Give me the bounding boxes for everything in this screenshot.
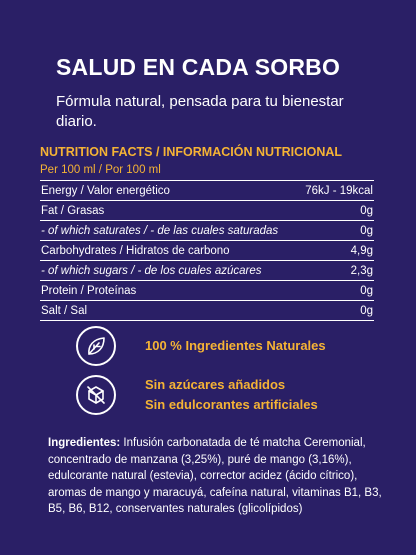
nutrient-value: 0g	[298, 300, 374, 321]
table-row: Carbohydrates / Hidratos de carbono 4,9g	[40, 240, 374, 261]
nutrition-per-serving: Per 100 ml / Por 100 ml	[40, 164, 161, 176]
nutrient-value: 0g	[298, 280, 374, 301]
nutrient-name: - of which saturates / - de las cuales s…	[40, 220, 299, 241]
nutrient-value: 4,9g	[298, 240, 374, 261]
badge-text: 100 % Ingredientes Naturales	[145, 336, 326, 356]
ingredients-text: Ingredientes: Infusión carbonatada de té…	[48, 435, 388, 518]
ingredients-label: Ingredientes:	[48, 437, 121, 449]
subtitle: Fórmula natural, pensada para tu bienest…	[56, 93, 344, 130]
badge-no-sugar: Sin azúcares añadidos Sin edulcorantes a…	[76, 375, 376, 415]
nutrient-value: 2,3g	[298, 260, 374, 281]
headline: SALUD EN CADA SORBO	[56, 54, 341, 80]
nutrient-name: Fat / Grasas	[40, 200, 299, 221]
nutrient-value: 0g	[298, 220, 374, 241]
table-row: Protein / Proteínas 0g	[40, 280, 374, 301]
table-row: Energy / Valor energético 76kJ - 19kcal	[40, 180, 374, 201]
leaf-icon	[76, 326, 116, 366]
badge-text: Sin azúcares añadidos Sin edulcorantes a…	[145, 375, 318, 415]
nutrient-name: Energy / Valor energético	[40, 180, 299, 201]
nutrient-name: Protein / Proteínas	[40, 280, 299, 301]
nutrient-value: 0g	[298, 200, 374, 221]
nutrient-value: 76kJ - 19kcal	[298, 180, 374, 201]
nutrition-facts-title: NUTRITION FACTS / INFORMACIÓN NUTRICIONA…	[40, 145, 343, 159]
no-sugar-cube-icon	[76, 375, 116, 415]
nutrition-table: Energy / Valor energético 76kJ - 19kcal …	[40, 180, 374, 321]
badge-natural-ingredients: 100 % Ingredientes Naturales	[76, 326, 376, 366]
table-row: Salt / Sal 0g	[40, 300, 374, 321]
table-row: - of which saturates / - de las cuales s…	[40, 220, 374, 241]
badge-line: 100 % Ingredientes Naturales	[145, 338, 326, 353]
nutrient-name: - of which sugars / - de los cuales azúc…	[40, 260, 299, 281]
table-row: Fat / Grasas 0g	[40, 200, 374, 221]
table-row: - of which sugars / - de los cuales azúc…	[40, 260, 374, 281]
ingredients-list: Infusión carbonatada de té matcha Ceremo…	[48, 437, 382, 515]
nutrient-name: Carbohydrates / Hidratos de carbono	[40, 240, 299, 261]
nutrient-name: Salt / Sal	[40, 300, 299, 321]
badge-line: Sin azúcares añadidos	[145, 377, 286, 392]
badge-line: Sin edulcorantes artificiales	[145, 397, 318, 412]
